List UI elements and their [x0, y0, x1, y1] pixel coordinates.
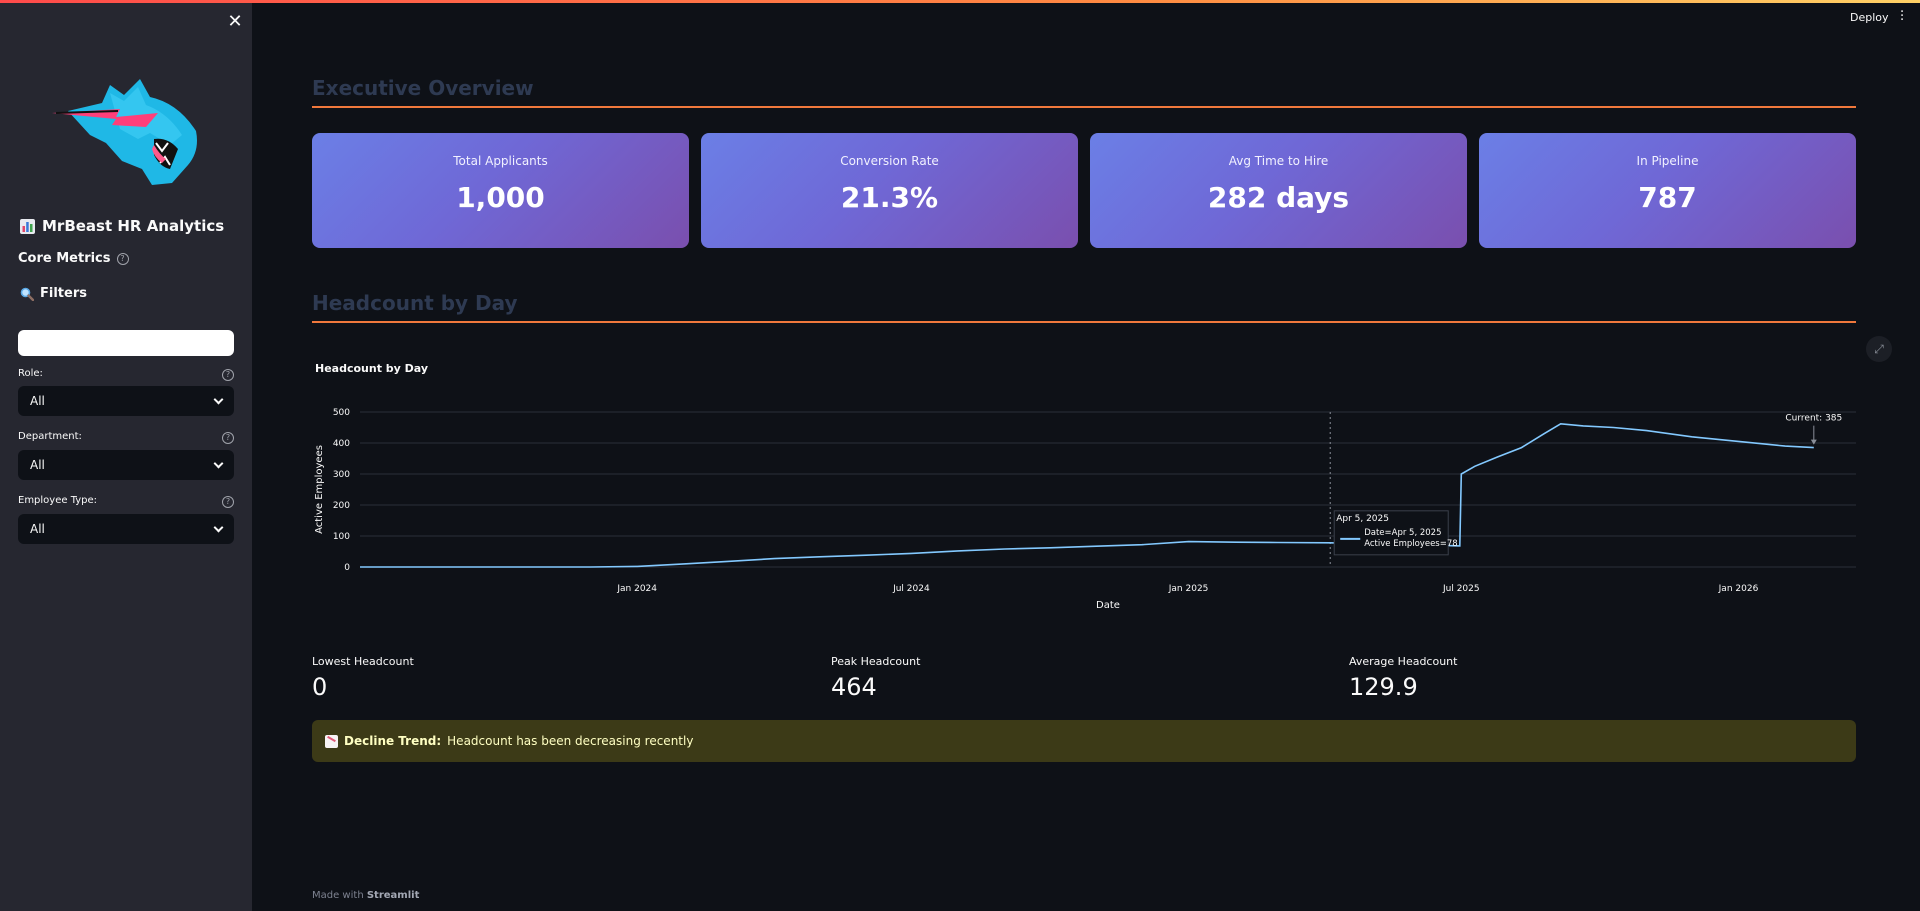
y-tick-label: 100 — [333, 532, 350, 542]
stat-value-average: 129.9 — [1349, 673, 1418, 701]
x-tick-label: Jul 2024 — [892, 584, 930, 594]
employee-type-select[interactable]: All — [18, 514, 234, 544]
footer-prefix: Made with — [312, 890, 364, 901]
search-input[interactable] — [18, 330, 234, 356]
stat-label-average: Average Headcount — [1349, 655, 1458, 668]
y-tick-label: 300 — [333, 470, 350, 480]
alert-text: Headcount has been decreasing recently — [447, 734, 694, 748]
close-sidebar-button[interactable]: ✕ — [227, 11, 243, 32]
role-select-value: All — [30, 394, 45, 408]
department-label: Department: — [18, 431, 82, 442]
core-metrics-heading: Core Metrics ? — [18, 251, 129, 266]
main-menu-icon[interactable]: · · · — [1900, 5, 1905, 28]
filters-label: Filters — [40, 286, 87, 301]
kpi-card-total-applicants: Total Applicants 1,000 — [312, 133, 689, 248]
chevron-down-icon — [213, 522, 224, 532]
stat-value-peak: 464 — [831, 673, 877, 701]
headcount-section-title: Headcount by Day — [312, 291, 518, 315]
tooltip-header: Apr 5, 2025 — [1336, 514, 1389, 524]
section-divider — [312, 106, 1856, 108]
y-tick-label: 500 — [333, 408, 350, 418]
chart-decreasing-icon — [325, 734, 338, 748]
kpi-card-in-pipeline: In Pipeline 787 — [1479, 133, 1856, 248]
headcount-line-chart[interactable]: 0 100 200 300 400 500 Jan 2024 Jul 2024 Jan 2025… — [312, 350, 1856, 620]
employee-type-label: Employee Type: — [18, 495, 98, 506]
role-help-icon[interactable]: ? — [222, 369, 234, 381]
y-tick-label: 200 — [333, 501, 350, 511]
annotation-arrowhead — [1810, 439, 1817, 445]
x-tick-label: Jan 2025 — [1168, 584, 1209, 594]
y-tick-label: 0 — [344, 563, 350, 573]
section-divider — [312, 321, 1856, 323]
top-accent-bar — [0, 0, 1920, 3]
headcount-series-line — [360, 422, 1814, 568]
stat-label-peak: Peak Headcount — [831, 655, 921, 668]
tooltip-date-line: Date=Apr 5, 2025 — [1364, 528, 1441, 538]
footer: Made with Streamlit — [312, 890, 419, 901]
kpi-label: In Pipeline — [1636, 154, 1699, 168]
app-title-text: MrBeast HR Analytics — [42, 217, 225, 235]
x-tick-label: Jul 2025 — [1442, 584, 1480, 594]
deploy-button[interactable]: Deploy — [1850, 11, 1889, 24]
alert-title: Decline Trend: — [344, 734, 442, 748]
x-tick-label: Jan 2026 — [1718, 584, 1759, 594]
bar-chart-icon — [20, 218, 35, 234]
kpi-card-avg-time-to-hire: Avg Time to Hire 282 days — [1090, 133, 1467, 248]
employee-type-select-value: All — [30, 522, 45, 536]
x-tick-label: Jan 2024 — [616, 584, 657, 594]
magnifier-icon — [20, 287, 34, 301]
app-title: MrBeast HR Analytics — [20, 217, 224, 235]
role-label: Role: — [18, 368, 43, 379]
x-axis-label: Date — [1096, 600, 1120, 611]
kpi-card-conversion-rate: Conversion Rate 21.3% — [701, 133, 1078, 248]
decline-trend-alert: Decline Trend: Headcount has been decrea… — [312, 720, 1856, 762]
role-select[interactable]: All — [18, 386, 234, 416]
hover-tooltip-box — [1333, 510, 1449, 556]
department-select-value: All — [30, 458, 45, 472]
stat-label-lowest: Lowest Headcount — [312, 655, 414, 668]
kpi-value: 1,000 — [456, 181, 545, 214]
tooltip-value-line: Active Employees=78 — [1364, 539, 1457, 549]
employee-type-help-icon[interactable]: ? — [222, 496, 234, 508]
annotation-current-label: Current: 385 — [1785, 414, 1842, 424]
kpi-value: 282 days — [1207, 181, 1350, 214]
sidebar: ✕ MrBeast HR Analytics Core Metrics ? Fi… — [0, 3, 252, 911]
kpi-value: 21.3% — [840, 181, 939, 214]
department-select[interactable]: All — [18, 450, 234, 480]
kpi-value: 787 — [1638, 181, 1697, 214]
footer-brand-link[interactable]: Streamlit — [366, 890, 420, 901]
help-icon[interactable]: ? — [116, 252, 129, 265]
kpi-label: Total Applicants — [453, 154, 548, 168]
kpi-label: Avg Time to Hire — [1228, 154, 1329, 168]
fullscreen-icon[interactable]: ⤢ — [1866, 336, 1892, 362]
department-help-icon[interactable]: ? — [222, 432, 234, 444]
kpi-label: Conversion Rate — [840, 154, 939, 168]
y-axis-label: Active Employees — [314, 445, 325, 534]
executive-overview-title: Executive Overview — [312, 76, 534, 100]
stat-value-lowest: 0 — [312, 673, 328, 701]
filters-heading: Filters — [20, 286, 87, 301]
chevron-down-icon — [213, 394, 224, 404]
mrbeast-panther-logo — [52, 79, 197, 185]
core-metrics-label: Core Metrics — [18, 251, 111, 266]
chevron-down-icon — [213, 458, 224, 468]
chart-title: Headcount by Day — [315, 362, 429, 375]
y-tick-label: 400 — [333, 439, 350, 449]
